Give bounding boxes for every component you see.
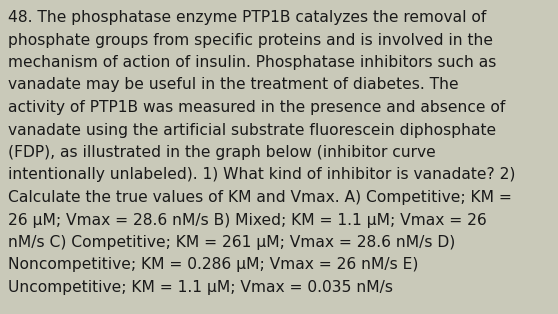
Text: (FDP), as illustrated in the graph below (inhibitor curve: (FDP), as illustrated in the graph below… xyxy=(8,145,436,160)
Text: phosphate groups from specific proteins and is involved in the: phosphate groups from specific proteins … xyxy=(8,33,493,47)
Text: vanadate using the artificial substrate fluorescein diphosphate: vanadate using the artificial substrate … xyxy=(8,122,496,138)
Text: Noncompetitive; KM = 0.286 μM; Vmax = 26 nM/s E): Noncompetitive; KM = 0.286 μM; Vmax = 26… xyxy=(8,257,418,273)
Text: intentionally unlabeled). 1) What kind of inhibitor is vanadate? 2): intentionally unlabeled). 1) What kind o… xyxy=(8,167,516,182)
Text: mechanism of action of insulin. Phosphatase inhibitors such as: mechanism of action of insulin. Phosphat… xyxy=(8,55,497,70)
Text: Calculate the true values of KM and Vmax. A) Competitive; KM =: Calculate the true values of KM and Vmax… xyxy=(8,190,512,205)
Text: activity of PTP1B was measured in the presence and absence of: activity of PTP1B was measured in the pr… xyxy=(8,100,506,115)
Text: Uncompetitive; KM = 1.1 μM; Vmax = 0.035 nM/s: Uncompetitive; KM = 1.1 μM; Vmax = 0.035… xyxy=(8,280,393,295)
Text: 48. The phosphatase enzyme PTP1B catalyzes the removal of: 48. The phosphatase enzyme PTP1B catalyz… xyxy=(8,10,487,25)
Text: 26 μM; Vmax = 28.6 nM/s B) Mixed; KM = 1.1 μM; Vmax = 26: 26 μM; Vmax = 28.6 nM/s B) Mixed; KM = 1… xyxy=(8,213,487,228)
Text: vanadate may be useful in the treatment of diabetes. The: vanadate may be useful in the treatment … xyxy=(8,78,459,93)
Text: nM/s C) Competitive; KM = 261 μM; Vmax = 28.6 nM/s D): nM/s C) Competitive; KM = 261 μM; Vmax =… xyxy=(8,235,455,250)
